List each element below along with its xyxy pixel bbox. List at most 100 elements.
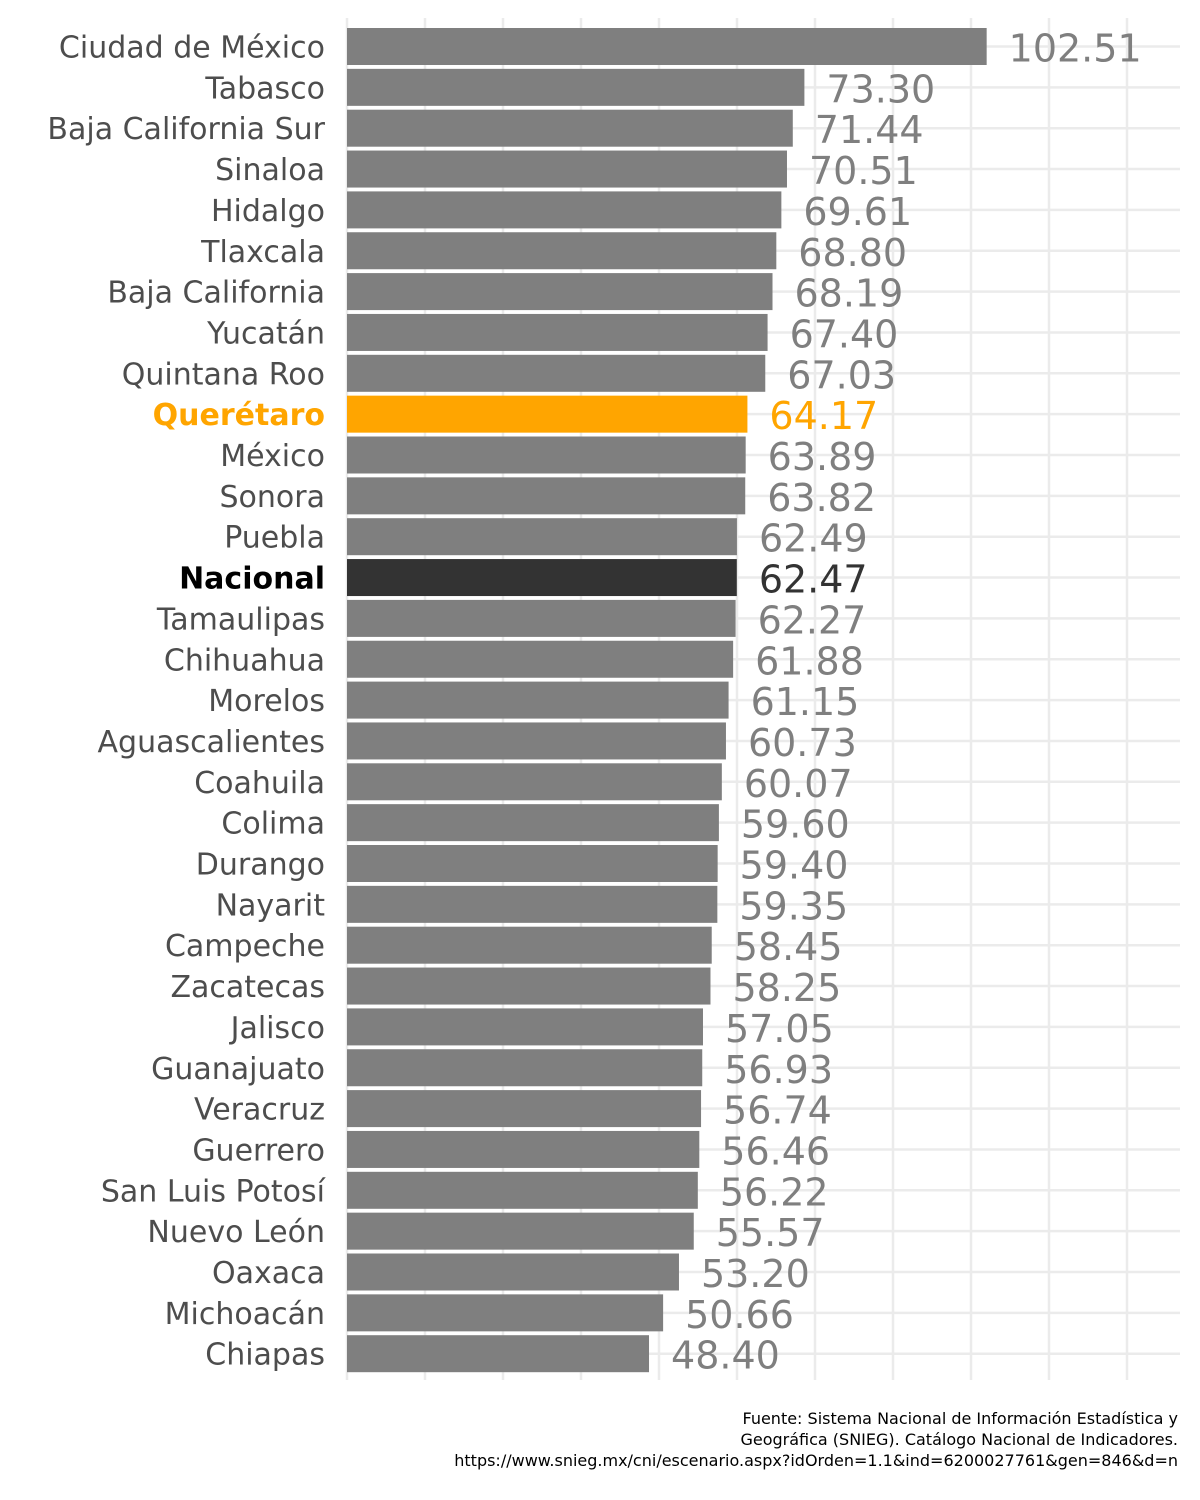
- bar-méxico: [347, 436, 746, 474]
- value-label: 60.73: [748, 721, 857, 765]
- bar-michoacán: [347, 1294, 664, 1332]
- value-labels: 102.51 73.3071.4470.5169.6168.8068.1967.4…: [671, 27, 1142, 1378]
- category-label: Morelos: [208, 684, 325, 719]
- category-label: Coahuila: [194, 766, 325, 801]
- category-label: Sonora: [220, 480, 325, 515]
- bar-veracruz: [347, 1090, 702, 1128]
- bars: [347, 28, 987, 1373]
- value-label: 68.19: [795, 272, 904, 316]
- category-label: Tabasco: [204, 71, 325, 106]
- bar-morelos: [347, 681, 729, 719]
- bar-durango: [347, 845, 718, 882]
- category-label: Nacional: [179, 562, 325, 597]
- category-label: Zacatecas: [170, 970, 325, 1005]
- bar-nuevo-león: [347, 1212, 694, 1250]
- bar-sinaloa: [347, 150, 787, 188]
- value-label: 50.66: [685, 1293, 794, 1337]
- value-label: 59.40: [740, 844, 849, 888]
- value-label: 63.82: [767, 476, 876, 520]
- value-label: 59.60: [741, 803, 850, 847]
- category-label: Tlaxcala: [200, 235, 325, 270]
- bar-guerrero: [347, 1130, 700, 1168]
- value-label: 55.57: [716, 1211, 825, 1255]
- category-label: Ciudad de México: [59, 31, 325, 66]
- category-labels: Ciudad de México Tabasco Baja California S…: [47, 31, 326, 1373]
- bar-coahuila: [347, 763, 722, 801]
- category-label: Jalisco: [229, 1011, 325, 1046]
- bar-zacatecas: [347, 967, 711, 1005]
- category-label: Michoacán: [165, 1297, 325, 1332]
- bar-tamaulipas: [347, 599, 736, 637]
- bar-baja-california-sur: [347, 109, 793, 147]
- value-label: 59.35: [739, 884, 848, 928]
- category-label: Puebla: [224, 521, 325, 556]
- value-label: 62.49: [759, 517, 868, 561]
- bar-tabasco: [347, 68, 805, 106]
- bar-puebla: [347, 518, 737, 556]
- bar-oaxaca: [347, 1253, 679, 1291]
- bar-chart: Ciudad de México Tabasco Baja California S…: [47, 18, 1180, 1380]
- value-label: 102.51: [1009, 27, 1142, 71]
- value-label: 57.05: [725, 1007, 834, 1051]
- value-label: 73.30: [826, 67, 935, 111]
- bar-hidalgo: [347, 191, 782, 229]
- value-label: 68.80: [798, 231, 907, 275]
- category-label: Veracruz: [194, 1093, 325, 1128]
- category-label: Campeche: [165, 929, 325, 964]
- category-label: Baja California: [107, 276, 325, 311]
- category-label: Aguascalientes: [98, 725, 325, 760]
- bar-querétaro: [347, 395, 748, 433]
- category-label: Hidalgo: [211, 194, 325, 229]
- value-label: 71.44: [815, 108, 924, 152]
- category-label: San Luis Potosí: [101, 1174, 327, 1209]
- category-label: Yucatán: [206, 316, 325, 351]
- category-label: Quintana Roo: [122, 357, 325, 392]
- category-label: Colima: [221, 807, 325, 842]
- value-label: 48.40: [671, 1334, 780, 1378]
- value-label: 70.51: [809, 149, 918, 193]
- category-label: Chihuahua: [164, 643, 325, 678]
- category-label: Nayarit: [216, 888, 326, 923]
- category-label: Oaxaca: [212, 1256, 325, 1291]
- bar-tlaxcala: [347, 232, 777, 270]
- value-label: 67.40: [790, 312, 899, 356]
- value-label: 67.03: [787, 353, 896, 397]
- bar-colima: [347, 804, 719, 842]
- bar-yucatán: [347, 313, 768, 351]
- category-label: Durango: [196, 848, 325, 883]
- bar-jalisco: [347, 1008, 703, 1046]
- bar-ciudad-de-méxico: [347, 28, 987, 65]
- bar-sonora: [347, 477, 746, 515]
- category-label: Nuevo León: [147, 1215, 325, 1250]
- category-label: Querétaro: [153, 398, 325, 433]
- value-label: 61.15: [751, 680, 860, 724]
- category-label: Sinaloa: [215, 153, 325, 188]
- category-label: México: [220, 439, 325, 474]
- value-label: 56.93: [724, 1048, 833, 1092]
- category-label: Tamaulipas: [156, 602, 325, 637]
- value-label: 56.74: [723, 1089, 832, 1133]
- bar-guanajuato: [347, 1049, 703, 1087]
- value-label: 63.89: [768, 435, 877, 479]
- source-line: Fuente: Sistema Nacional de Información …: [742, 1409, 1178, 1428]
- value-label: 56.46: [721, 1129, 830, 1173]
- value-label: 69.61: [803, 190, 912, 234]
- value-label: 61.88: [755, 639, 864, 683]
- source-caption: Fuente: Sistema Nacional de Información …: [278, 1408, 1178, 1471]
- category-label: Chiapas: [205, 1338, 325, 1373]
- value-label: 62.47: [759, 558, 868, 602]
- value-label: 56.22: [720, 1170, 829, 1214]
- bar-baja-california: [347, 273, 773, 311]
- category-label: Guerrero: [192, 1133, 325, 1168]
- value-label: 58.45: [734, 925, 843, 969]
- category-label: Guanajuato: [151, 1052, 325, 1087]
- bar-chiapas: [347, 1335, 650, 1373]
- bar-nacional: [347, 559, 737, 597]
- bar-campeche: [347, 926, 712, 964]
- value-label: 53.20: [701, 1252, 810, 1296]
- value-label: 58.25: [732, 966, 841, 1010]
- bar-chihuahua: [347, 640, 734, 678]
- category-label: Baja California Sur: [47, 112, 325, 147]
- source-line: Geográfica (SNIEG). Catálogo Nacional de…: [740, 1430, 1178, 1449]
- bar-aguascalientes: [347, 722, 726, 760]
